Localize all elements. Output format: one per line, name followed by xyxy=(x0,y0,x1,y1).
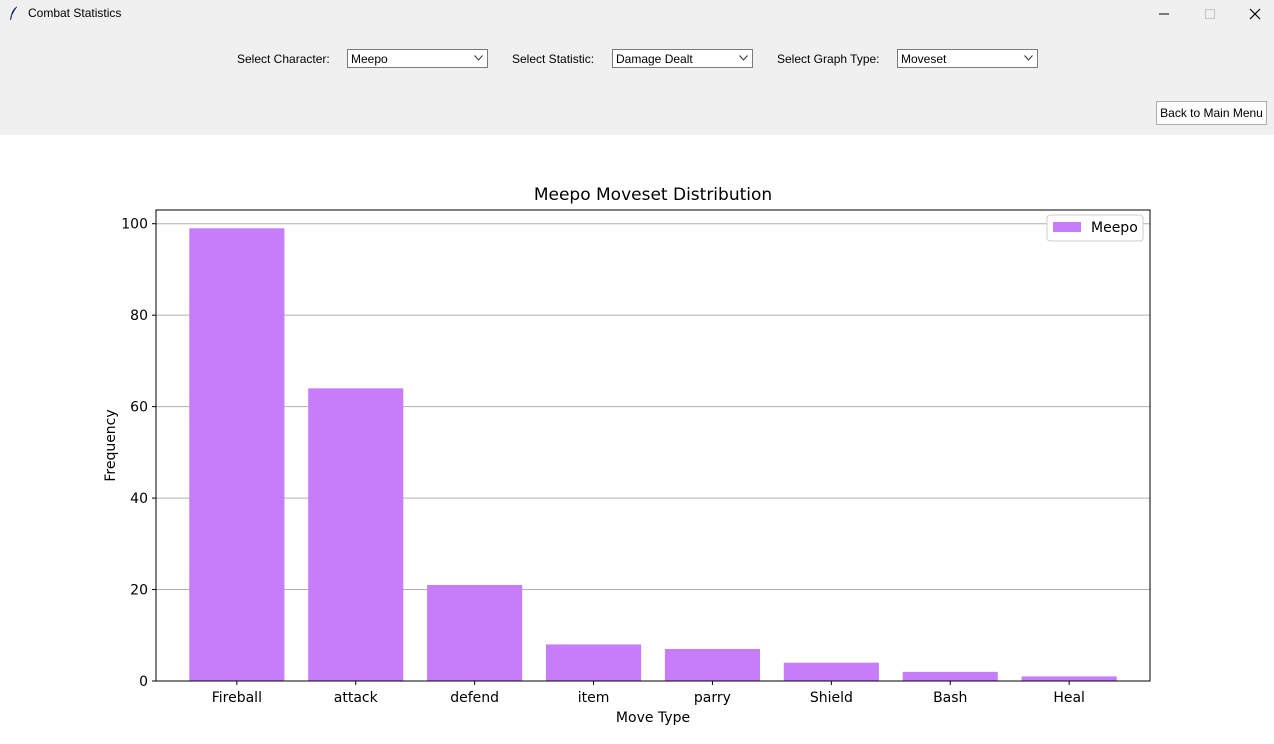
bar xyxy=(189,228,285,681)
x-tick-label: Shield xyxy=(810,690,853,706)
legend-label: Meepo xyxy=(1091,220,1138,236)
chart-area: 0 20 40 60 80 100 Fireball attack defend item parr… xyxy=(0,135,1274,744)
bar xyxy=(308,388,404,681)
x-tick-label: item xyxy=(578,690,610,706)
y-tick-label: 60 xyxy=(130,400,148,416)
x-tick-label: parry xyxy=(694,690,731,706)
chart-title: Meepo Moveset Distribution xyxy=(534,185,772,205)
window-title: Combat Statistics xyxy=(28,6,122,20)
minimize-button[interactable] xyxy=(1141,0,1187,28)
title-bar[interactable]: Combat Statistics xyxy=(0,0,1274,28)
statistic-label: Select Statistic: xyxy=(512,52,595,66)
y-tick-label: 100 xyxy=(121,217,148,233)
y-tick-label: 40 xyxy=(130,491,148,507)
close-button[interactable] xyxy=(1232,0,1274,28)
y-tick-label: 0 xyxy=(139,674,148,690)
x-tick-label: Fireball xyxy=(212,690,262,706)
graph-type-label: Select Graph Type: xyxy=(777,52,880,66)
maximize-button[interactable] xyxy=(1187,0,1233,28)
bar xyxy=(427,584,523,681)
back-to-main-menu-button[interactable]: Back to Main Menu xyxy=(1156,101,1267,125)
legend-swatch xyxy=(1053,222,1081,232)
x-tick-label: Heal xyxy=(1053,690,1085,706)
bar xyxy=(902,671,998,681)
x-tick-label: defend xyxy=(450,690,499,706)
close-icon xyxy=(1249,8,1261,20)
graph-type-select-value: Moveset xyxy=(901,52,947,66)
y-tick-label: 20 xyxy=(130,583,148,599)
chevron-down-icon xyxy=(739,55,748,61)
bar xyxy=(664,648,761,681)
control-panel: Select Character: Meepo Select Statistic… xyxy=(0,28,1274,135)
statistic-select-value: Damage Dealt xyxy=(616,52,693,66)
y-tick-label: 80 xyxy=(130,308,148,324)
bar xyxy=(1021,676,1117,681)
y-axis-label: Frequency xyxy=(103,409,119,481)
x-tick-label: Bash xyxy=(933,690,967,706)
character-select-value: Meepo xyxy=(351,52,388,66)
bar xyxy=(783,662,879,681)
chevron-down-icon xyxy=(1024,55,1033,61)
graph-type-select[interactable]: Moveset xyxy=(897,49,1038,68)
maximize-icon xyxy=(1205,9,1215,19)
character-label: Select Character: xyxy=(237,52,330,66)
statistic-select[interactable]: Damage Dealt xyxy=(612,49,753,68)
legend: Meepo xyxy=(1046,214,1144,242)
legend-box xyxy=(1046,214,1144,242)
character-select[interactable]: Meepo xyxy=(347,49,488,68)
plot-frame xyxy=(155,209,1151,682)
bar xyxy=(545,644,642,681)
x-tick-label: attack xyxy=(334,690,379,706)
chevron-down-icon xyxy=(474,55,483,61)
minimize-icon xyxy=(1159,13,1169,15)
bar-chart: 0 20 40 60 80 100 Fireball attack defend item parr… xyxy=(103,185,1151,726)
x-axis-label: Move Type xyxy=(616,710,690,726)
feather-icon xyxy=(10,5,19,20)
